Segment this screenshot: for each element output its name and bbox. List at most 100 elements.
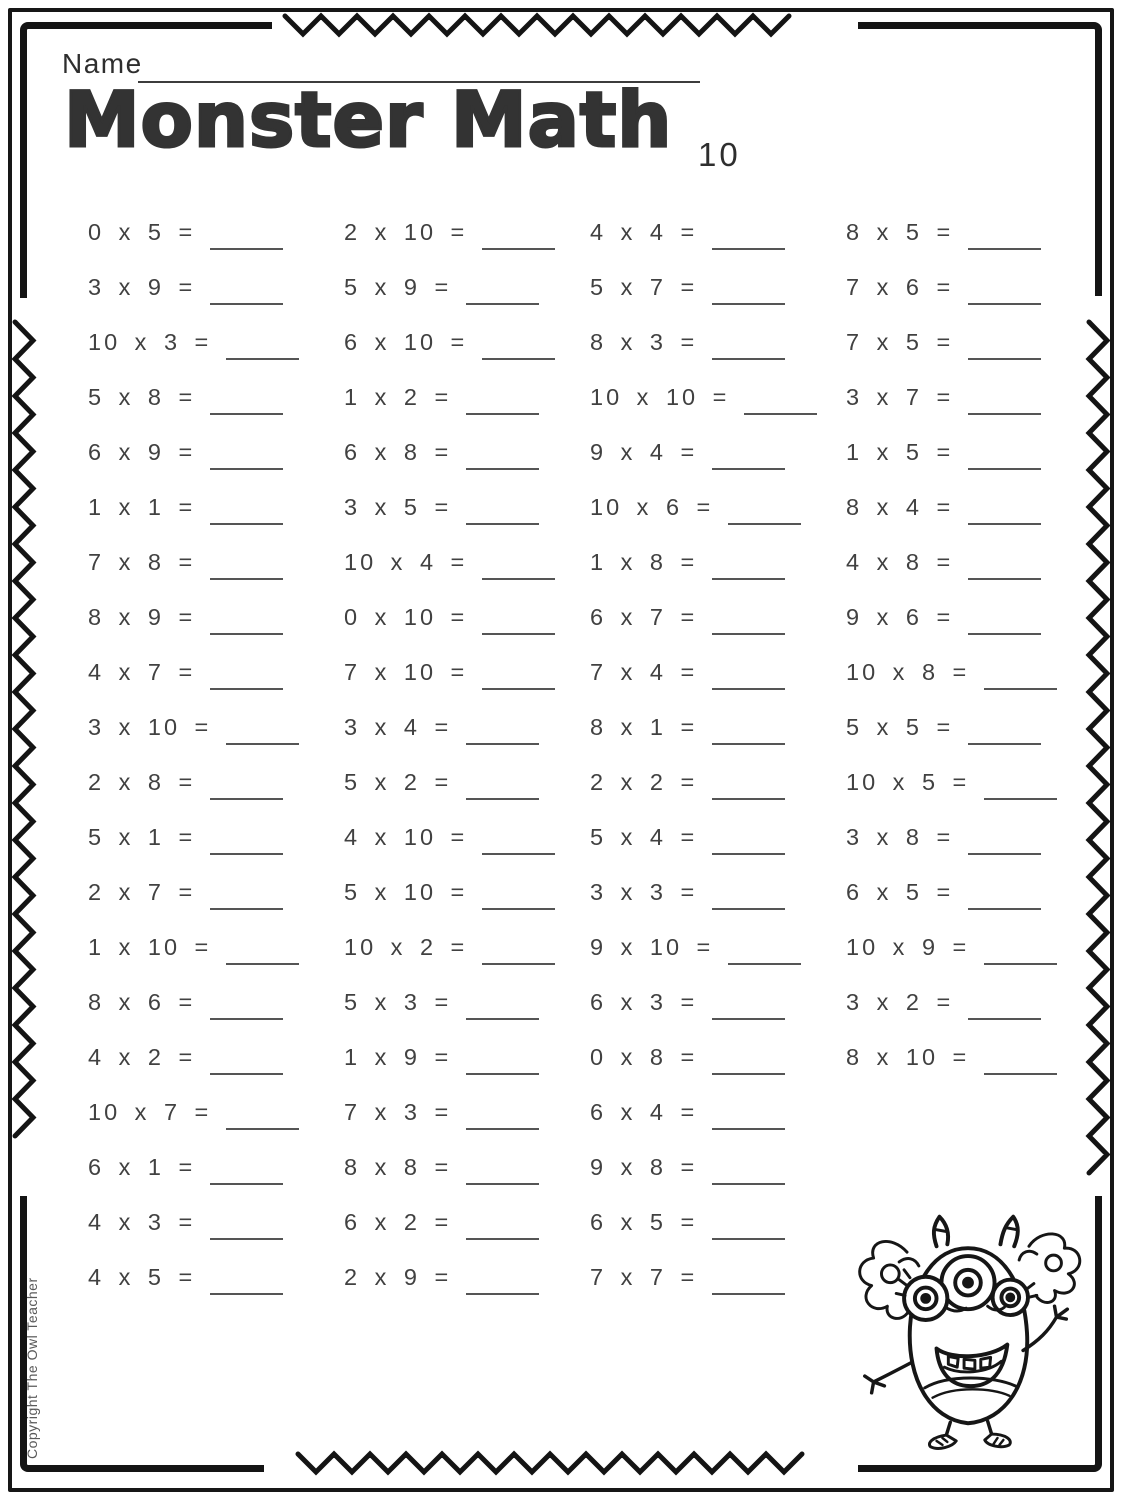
problem-cell: 7 x 6 =	[846, 260, 1057, 315]
problem-expression: 8 x 10 =	[846, 1044, 970, 1070]
answer-blank	[466, 1106, 540, 1130]
problem-cell: 1 x 8 =	[590, 535, 817, 590]
answer-blank	[728, 501, 802, 525]
problem-cell: 0 x 5 =	[88, 205, 299, 260]
problem-cell: 5 x 4 =	[590, 810, 817, 865]
answer-blank	[968, 886, 1042, 910]
problem-expression: 4 x 10 =	[344, 824, 468, 850]
monster-belly	[923, 1376, 1017, 1399]
problem-cell: 3 x 3 =	[590, 865, 817, 920]
monster-arms	[863, 1304, 1070, 1395]
answer-blank	[466, 721, 540, 745]
problem-expression: 3 x 5 =	[344, 494, 452, 520]
problem-expression: 7 x 8 =	[88, 549, 196, 575]
answer-blank	[210, 391, 284, 415]
inner-border-top-left	[20, 22, 272, 298]
answer-blank	[712, 996, 786, 1020]
problem-expression: 10 x 2 =	[344, 934, 468, 960]
problem-cell: 5 x 2 =	[344, 755, 555, 810]
problem-expression: 2 x 8 =	[88, 769, 196, 795]
problem-cell: 8 x 6 =	[88, 975, 299, 1030]
problem-expression: 6 x 7 =	[590, 604, 698, 630]
problem-expression: 0 x 5 =	[88, 219, 196, 245]
answer-blank	[968, 501, 1042, 525]
monster-hair-left	[858, 1240, 921, 1320]
answer-blank	[968, 556, 1042, 580]
answer-blank	[466, 1271, 540, 1295]
problem-cell: 7 x 3 =	[344, 1085, 555, 1140]
worksheet-title: Monster Math	[62, 75, 673, 164]
monster-illustration	[858, 1214, 1082, 1450]
problem-expression: 6 x 9 =	[88, 439, 196, 465]
answer-blank	[466, 501, 540, 525]
answer-blank	[968, 281, 1042, 305]
answer-blank	[712, 1051, 786, 1075]
problem-cell: 5 x 3 =	[344, 975, 555, 1030]
problem-cell: 7 x 8 =	[88, 535, 299, 590]
answer-blank	[210, 831, 284, 855]
problem-cell: 8 x 9 =	[88, 590, 299, 645]
problem-expression: 0 x 10 =	[344, 604, 468, 630]
problem-expression: 3 x 8 =	[846, 824, 954, 850]
problem-cell: 1 x 9 =	[344, 1030, 555, 1085]
answer-blank	[482, 886, 556, 910]
problem-cell: 10 x 2 =	[344, 920, 556, 975]
problem-expression: 8 x 4 =	[846, 494, 954, 520]
problem-cell: 5 x 7 =	[590, 260, 817, 315]
answer-blank	[984, 1051, 1058, 1075]
problem-expression: 1 x 5 =	[846, 439, 954, 465]
answer-blank	[712, 446, 786, 470]
answer-blank	[968, 996, 1042, 1020]
monster-horns	[931, 1214, 1020, 1249]
problem-expression: 9 x 4 =	[590, 439, 698, 465]
monster-feet	[928, 1419, 1012, 1450]
answer-blank	[210, 1216, 284, 1240]
problem-column-3: 4 x 4 = 5 x 7 = 8 x 3 = 10 x 10 = 9 x 4 = 10 …	[590, 205, 818, 1305]
problem-cell: 10 x 8 =	[846, 645, 1058, 700]
answer-blank	[968, 721, 1042, 745]
inner-border-bottom-left	[20, 1196, 264, 1472]
problem-expression: 6 x 5 =	[846, 879, 954, 905]
problem-cell: 7 x 5 =	[846, 315, 1057, 370]
problem-expression: 6 x 3 =	[590, 989, 698, 1015]
problem-expression: 10 x 4 =	[344, 549, 468, 575]
inner-border-bottom-right	[858, 1196, 1102, 1472]
problem-cell: 6 x 8 =	[344, 425, 555, 480]
monster-eyes	[894, 1254, 1039, 1322]
problem-expression: 2 x 10 =	[344, 219, 468, 245]
problem-expression: 4 x 8 =	[846, 549, 954, 575]
answer-blank	[482, 556, 556, 580]
zigzag-border-top	[282, 12, 792, 38]
answer-blank	[466, 391, 540, 415]
problem-column-1: 0 x 5 = 3 x 9 = 10 x 3 = 5 x 8 = 6 x 9 = 1 x …	[88, 205, 300, 1305]
answer-blank	[712, 226, 786, 250]
problem-cell: 6 x 9 =	[88, 425, 299, 480]
answer-blank	[712, 721, 786, 745]
problem-expression: 10 x 7 =	[88, 1099, 212, 1125]
answer-blank	[466, 1216, 540, 1240]
problem-expression: 5 x 2 =	[344, 769, 452, 795]
problem-expression: 3 x 2 =	[846, 989, 954, 1015]
problem-cell: 3 x 7 =	[846, 370, 1057, 425]
problem-cell: 8 x 5 =	[846, 205, 1057, 260]
problem-cell: 6 x 5 =	[590, 1195, 817, 1250]
answer-blank	[210, 1161, 284, 1185]
problem-expression: 2 x 7 =	[88, 879, 196, 905]
answer-blank	[482, 336, 556, 360]
problem-expression: 8 x 6 =	[88, 989, 196, 1015]
problem-expression: 8 x 5 =	[846, 219, 954, 245]
problem-cell: 5 x 9 =	[344, 260, 555, 315]
inner-border-top-right	[858, 22, 1102, 296]
problem-cell: 6 x 5 =	[846, 865, 1057, 920]
problem-cell: 10 x 3 =	[88, 315, 300, 370]
problem-cell: 9 x 10 =	[590, 920, 817, 975]
answer-blank	[984, 666, 1058, 690]
answer-blank	[712, 886, 786, 910]
answer-blank	[466, 446, 540, 470]
answer-blank	[728, 941, 802, 965]
problem-column-2: 2 x 10 = 5 x 9 = 6 x 10 = 1 x 2 = 6 x 8 = 3 x…	[344, 205, 556, 1305]
problem-expression: 5 x 4 =	[590, 824, 698, 850]
answer-blank	[210, 446, 284, 470]
problem-expression: 10 x 9 =	[846, 934, 970, 960]
